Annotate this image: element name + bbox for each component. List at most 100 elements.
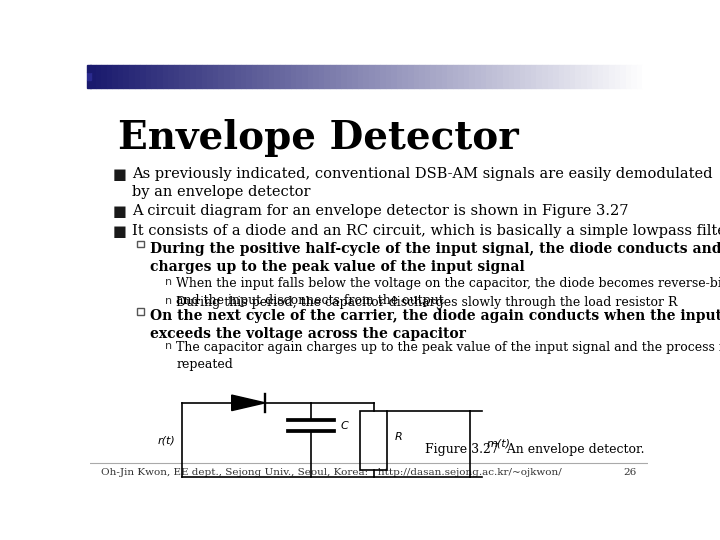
Text: r(t): r(t) <box>158 435 176 445</box>
Text: When the input falls below the voltage on the capacitor, the diode becomes rever: When the input falls below the voltage o… <box>176 277 720 307</box>
Bar <box>593 65 598 87</box>
Bar <box>464 65 469 87</box>
Bar <box>138 241 143 247</box>
Text: Oh-Jin Kwon, EE dept., Sejong Univ., Seoul, Korea:   http://dasan.sejong.ac.kr/~: Oh-Jin Kwon, EE dept., Sejong Univ., Seo… <box>101 468 562 477</box>
Text: Envelope Detector: Envelope Detector <box>118 119 518 157</box>
Bar <box>263 65 269 87</box>
Bar <box>498 65 503 87</box>
Bar <box>570 65 575 87</box>
Bar <box>291 65 297 87</box>
Bar <box>531 65 536 87</box>
Bar <box>168 65 174 87</box>
Bar <box>520 65 526 87</box>
Polygon shape <box>232 395 265 410</box>
Bar <box>564 65 570 87</box>
Text: As previously indicated, conventional DSB-AM signals are easily demodulated
by a: As previously indicated, conventional DS… <box>132 167 712 199</box>
Bar <box>96 65 101 87</box>
Bar <box>87 80 91 87</box>
Text: 26: 26 <box>624 468 637 477</box>
Bar <box>252 65 258 87</box>
Bar <box>307 65 313 87</box>
Bar <box>235 65 240 87</box>
Bar <box>118 65 124 87</box>
Bar <box>174 65 179 87</box>
Bar <box>274 65 279 87</box>
Bar <box>269 65 274 87</box>
Bar <box>620 65 626 87</box>
Bar <box>436 65 441 87</box>
Bar <box>419 65 425 87</box>
Bar <box>386 65 392 87</box>
Bar <box>447 65 453 87</box>
Bar <box>313 65 319 87</box>
Bar <box>319 65 324 87</box>
Text: R: R <box>395 432 402 442</box>
Bar <box>441 65 447 87</box>
Bar <box>218 65 224 87</box>
Bar <box>240 65 246 87</box>
Bar <box>364 65 369 87</box>
Text: It consists of a diode and an RC circuit, which is basically a simple lowpass fi: It consists of a diode and an RC circuit… <box>132 224 720 238</box>
Bar <box>101 65 107 87</box>
Bar <box>129 65 135 87</box>
Bar <box>151 65 157 87</box>
Bar <box>486 65 492 87</box>
Bar <box>459 65 464 87</box>
Bar <box>469 65 475 87</box>
Bar <box>360 410 387 470</box>
Bar <box>637 65 642 87</box>
Bar <box>598 65 603 87</box>
Bar <box>380 65 386 87</box>
Text: The capacitor again charges up to the peak value of the input signal and the pro: The capacitor again charges up to the pe… <box>176 341 720 371</box>
Bar <box>246 65 252 87</box>
Bar <box>140 65 145 87</box>
Bar <box>575 65 581 87</box>
Bar <box>402 65 408 87</box>
Bar <box>397 65 402 87</box>
Text: During the positive half-cycle of the input signal, the diode conducts and the c: During the positive half-cycle of the in… <box>150 241 720 274</box>
Bar <box>107 65 112 87</box>
Bar <box>559 65 564 87</box>
Text: n: n <box>166 341 173 351</box>
Bar <box>87 72 91 80</box>
Bar <box>190 65 196 87</box>
Bar <box>185 65 190 87</box>
Bar <box>481 65 486 87</box>
Bar <box>135 65 140 87</box>
Text: ■: ■ <box>112 204 126 219</box>
Bar <box>425 65 431 87</box>
Bar <box>230 65 235 87</box>
Bar <box>213 65 218 87</box>
Bar <box>631 65 637 87</box>
Bar <box>179 65 185 87</box>
Bar <box>347 65 352 87</box>
Bar <box>392 65 397 87</box>
Bar <box>358 65 364 87</box>
Text: During this period, the capacitor discharges slowly through the load resistor R: During this period, the capacitor discha… <box>176 295 678 308</box>
Text: n: n <box>166 295 173 306</box>
Bar <box>124 65 129 87</box>
Bar <box>413 65 419 87</box>
Text: A circuit diagram for an envelope detector is shown in Figure 3.27: A circuit diagram for an envelope detect… <box>132 204 629 218</box>
Bar <box>536 65 542 87</box>
Bar <box>542 65 547 87</box>
Bar <box>492 65 498 87</box>
Bar <box>138 308 143 315</box>
Bar <box>369 65 374 87</box>
Text: m(t): m(t) <box>487 439 510 449</box>
Bar <box>202 65 207 87</box>
Bar <box>581 65 587 87</box>
Bar <box>157 65 163 87</box>
Bar <box>642 65 648 87</box>
Bar <box>90 65 96 87</box>
Bar <box>280 65 285 87</box>
Bar <box>330 65 336 87</box>
Bar <box>503 65 508 87</box>
Bar <box>408 65 413 87</box>
Bar <box>302 65 307 87</box>
Bar <box>603 65 609 87</box>
Bar <box>145 65 151 87</box>
Bar <box>87 65 91 72</box>
Bar <box>514 65 520 87</box>
Bar <box>626 65 631 87</box>
